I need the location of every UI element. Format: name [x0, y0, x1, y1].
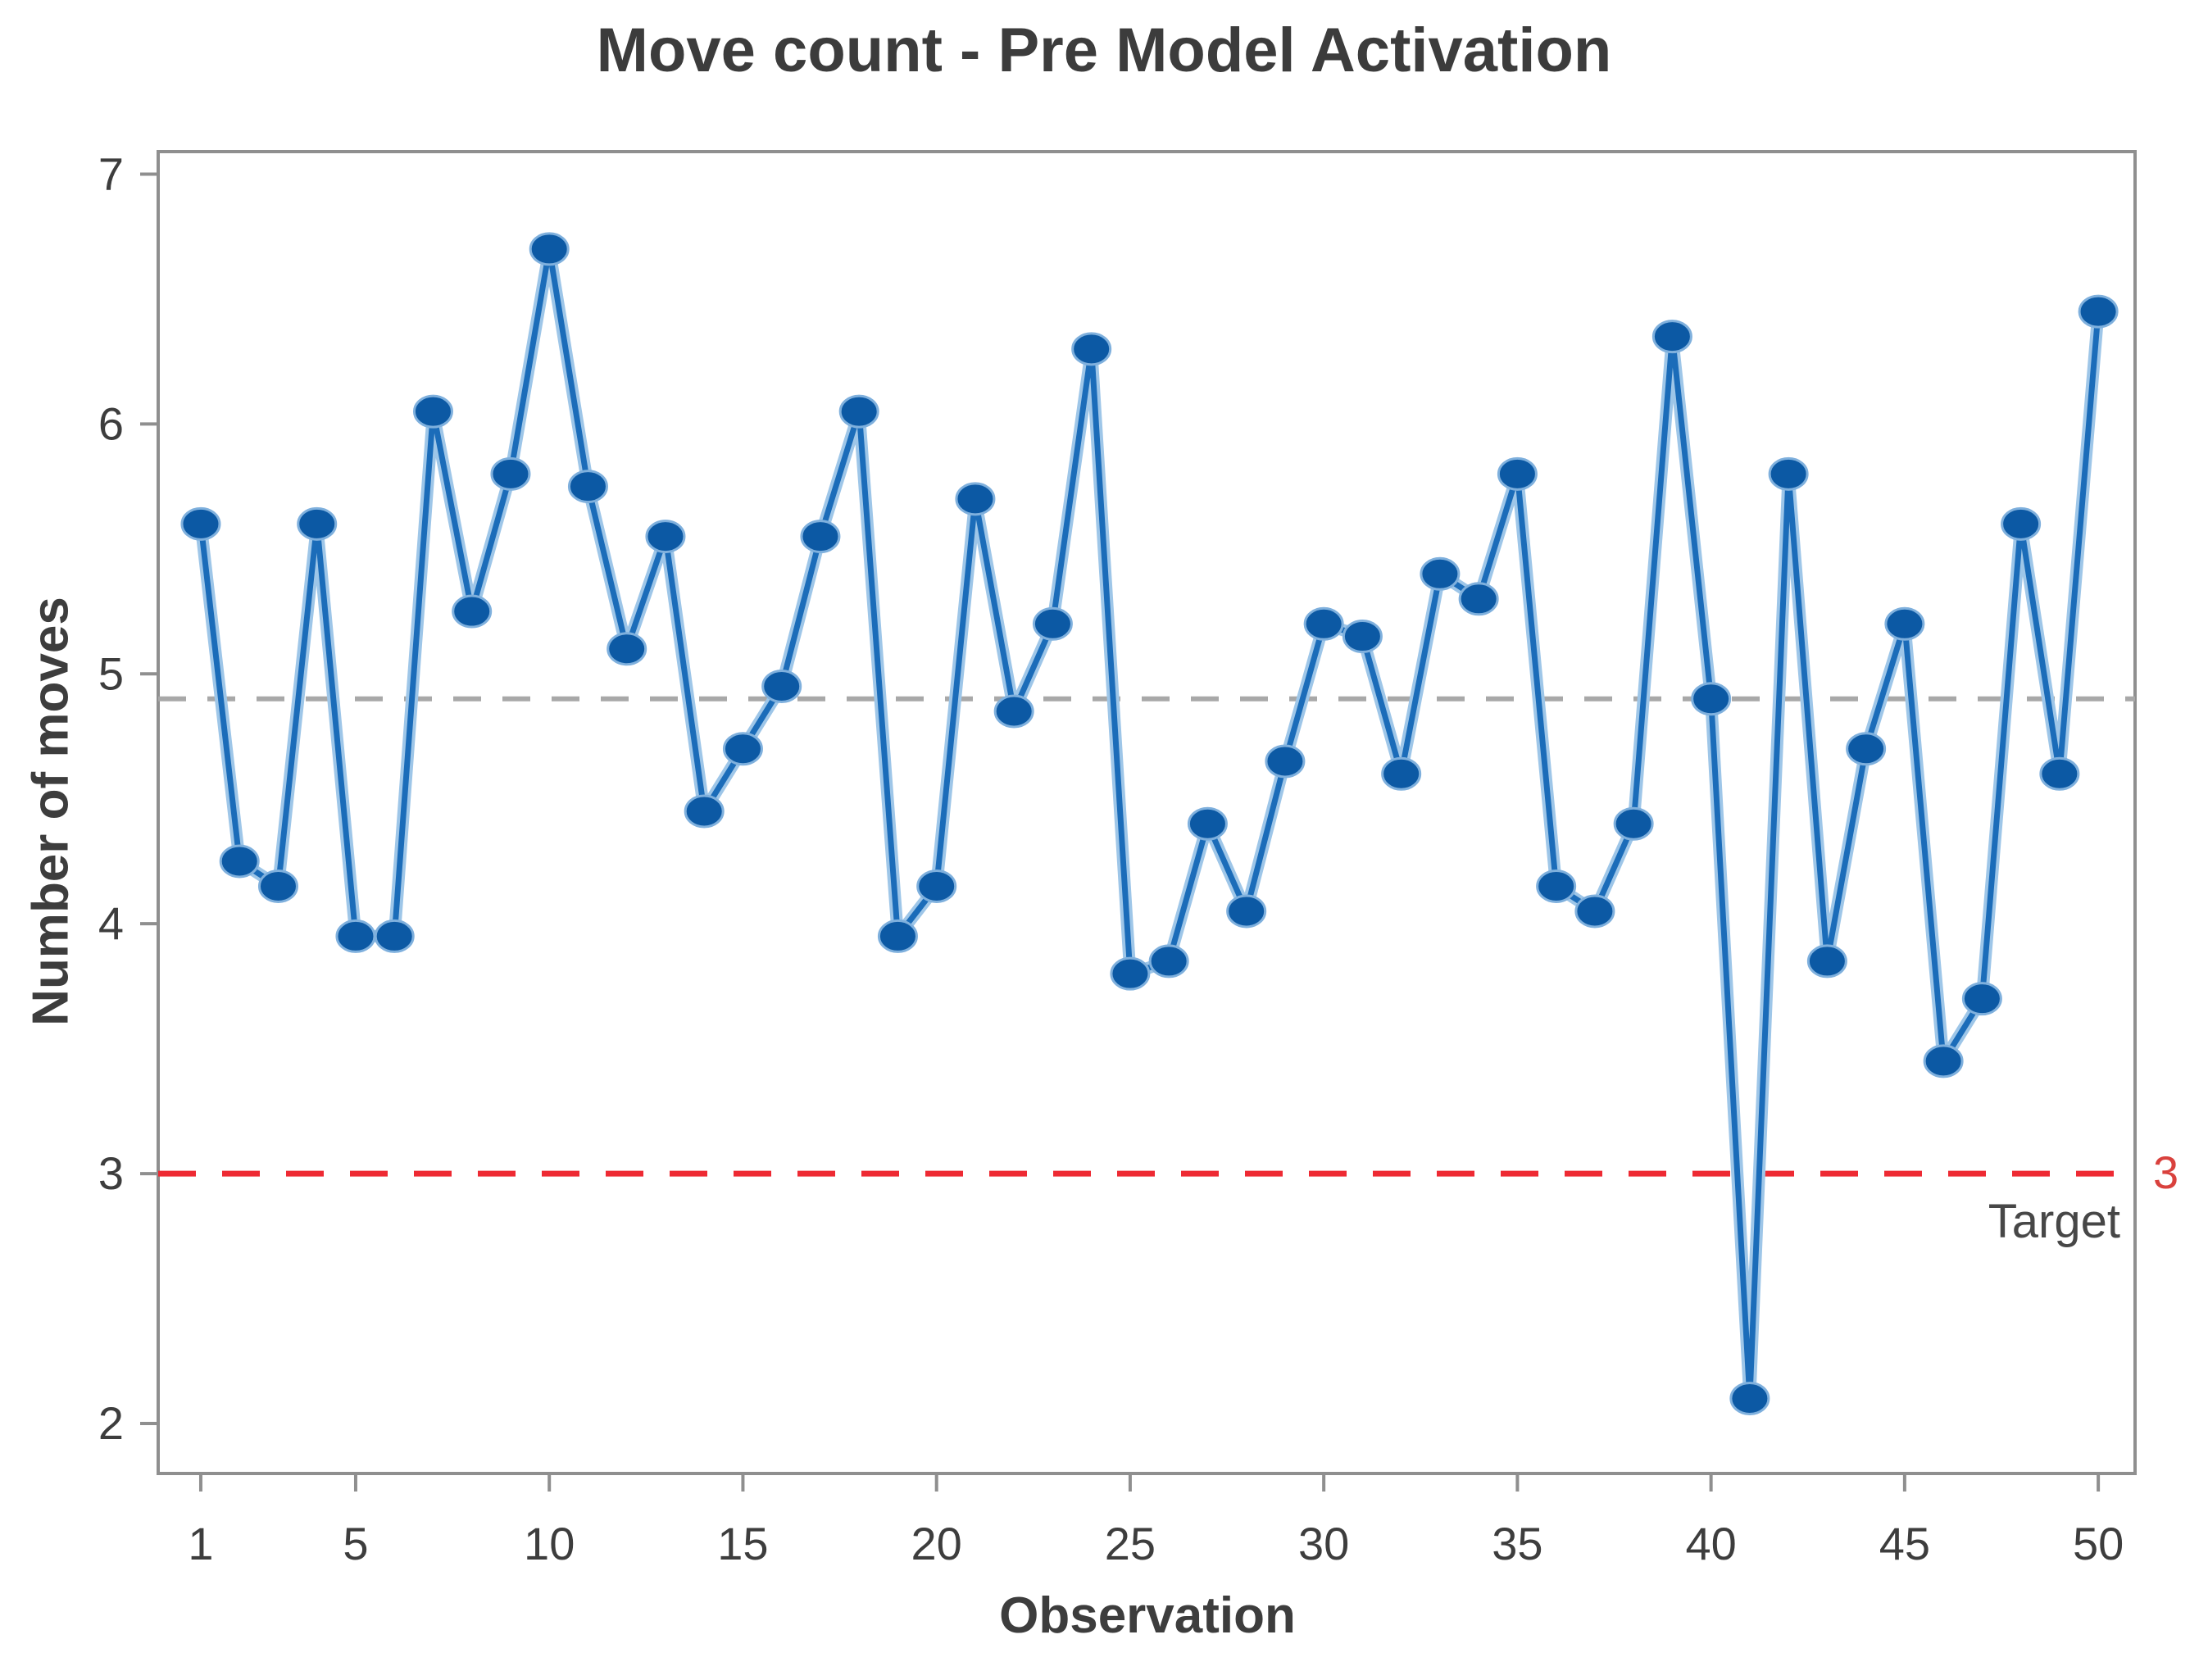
data-point[interactable] [1148, 944, 1189, 978]
data-point[interactable] [645, 520, 686, 554]
data-point[interactable] [2039, 756, 2080, 791]
data-point[interactable] [1768, 456, 1809, 491]
x-tick-label: 35 [1492, 1518, 1542, 1569]
data-point[interactable] [916, 869, 957, 903]
data-point[interactable] [1265, 744, 1306, 779]
x-tick-label: 45 [1879, 1518, 1930, 1569]
data-point[interactable] [1226, 894, 1267, 929]
data-point[interactable] [1923, 1044, 1964, 1078]
plot-frame [157, 150, 2137, 1475]
series-line [198, 246, 2101, 1402]
data-point[interactable] [838, 394, 879, 429]
data-point[interactable] [180, 506, 221, 541]
data-point[interactable] [297, 506, 338, 541]
data-point[interactable] [257, 869, 298, 903]
data-point[interactable] [1651, 320, 1692, 354]
data-point[interactable] [1574, 894, 1615, 929]
x-axis-title: Observation [999, 1587, 1296, 1644]
data-point[interactable] [1846, 732, 1887, 766]
x-tick-label: 5 [343, 1518, 368, 1569]
data-point[interactable] [2001, 506, 2042, 541]
target-line-value-label: 3 [2153, 1146, 2178, 1198]
data-point[interactable] [1187, 806, 1228, 841]
x-tick-label: 30 [1298, 1518, 1349, 1569]
data-point[interactable] [1420, 556, 1461, 591]
y-tick-label: 5 [98, 647, 124, 699]
data-point[interactable] [1497, 456, 1538, 491]
data-point[interactable] [1342, 620, 1383, 654]
data-point[interactable] [412, 394, 453, 429]
x-tick-label: 10 [524, 1518, 575, 1569]
data-point[interactable] [1806, 944, 1847, 978]
data-point[interactable] [1729, 1382, 1770, 1416]
data-point[interactable] [452, 594, 493, 629]
y-tick-label: 2 [98, 1397, 124, 1449]
x-tick-label: 15 [717, 1518, 768, 1569]
y-tick-label: 4 [98, 897, 124, 949]
data-point[interactable] [1071, 332, 1112, 366]
data-point[interactable] [1884, 606, 1925, 641]
data-point[interactable] [1536, 869, 1577, 903]
data-point[interactable] [1613, 806, 1654, 841]
x-tick-label: 25 [1105, 1518, 1156, 1569]
data-point[interactable] [1032, 606, 1073, 641]
data-point[interactable] [1458, 582, 1499, 616]
y-tick-label: 7 [98, 148, 124, 199]
chart-title: Move count - Pre Model Activation [596, 16, 1612, 85]
x-tick-label: 20 [911, 1518, 962, 1569]
data-point[interactable] [335, 919, 376, 953]
data-point[interactable] [1303, 606, 1344, 641]
data-point[interactable] [567, 470, 608, 504]
data-point[interactable] [1691, 682, 1732, 716]
data-point[interactable] [374, 919, 415, 953]
y-tick-label: 3 [98, 1147, 124, 1199]
data-point[interactable] [1110, 956, 1151, 991]
y-tick-label: 6 [98, 397, 124, 449]
data-point[interactable] [800, 520, 841, 554]
data-point[interactable] [993, 694, 1034, 729]
x-tick-label: 1 [188, 1518, 213, 1569]
data-point[interactable] [529, 232, 570, 266]
data-point[interactable] [877, 919, 918, 953]
data-point[interactable] [684, 794, 725, 829]
data-point[interactable] [955, 482, 996, 516]
target-line-name-label: Target [1988, 1195, 2120, 1248]
data-point[interactable] [761, 670, 802, 704]
data-point[interactable] [219, 844, 260, 879]
x-tick-label: 40 [1685, 1518, 1736, 1569]
data-point[interactable] [1381, 756, 1422, 791]
x-tick-label: 50 [2073, 1518, 2124, 1569]
data-point[interactable] [490, 456, 531, 491]
data-point[interactable] [722, 732, 763, 766]
data-point[interactable] [1961, 982, 2002, 1016]
data-point[interactable] [607, 632, 647, 666]
data-point[interactable] [2078, 294, 2119, 329]
